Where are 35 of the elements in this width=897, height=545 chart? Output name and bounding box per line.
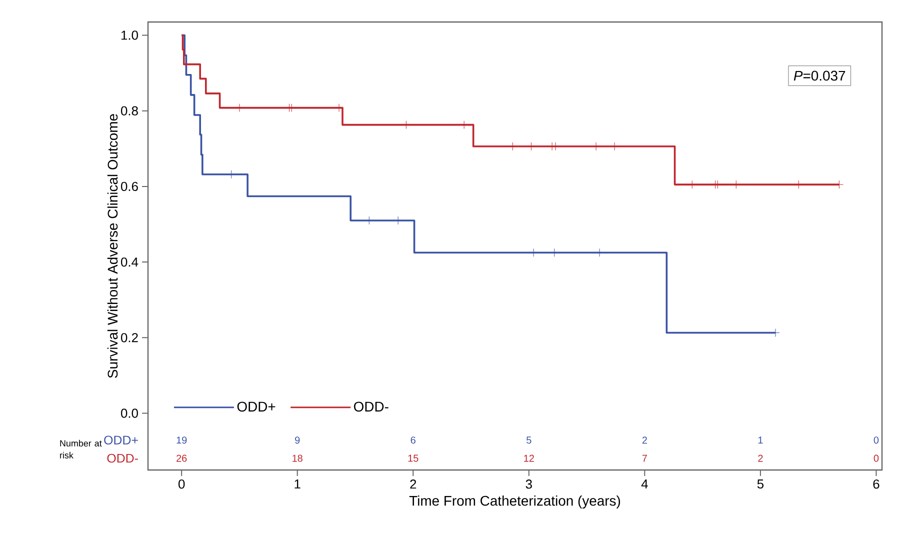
y-tick-label: 0.2 — [120, 333, 138, 342]
y-tick-label: 0.4 — [120, 257, 138, 267]
x-tick-label: 3 — [526, 480, 532, 489]
x-tick-label: 6 — [873, 480, 880, 489]
legend-label: ODD+ — [237, 402, 276, 412]
annotation: 2 — [642, 436, 647, 444]
x-axis-title: Time From Catheterization (years) — [409, 496, 620, 509]
x-tick-label: 2 — [410, 480, 416, 489]
annotation: 6 — [410, 436, 416, 444]
annotation: 12 — [524, 454, 534, 462]
annotation: 2 — [758, 454, 763, 462]
annotation: P=0.037 — [794, 70, 846, 81]
x-tick-label: 4 — [641, 480, 648, 488]
x-tick-label: 0 — [178, 480, 185, 489]
x-tick-label: 5 — [757, 480, 764, 489]
y-axis-title: Survival Without Adverse Clinical Outcome — [107, 114, 118, 378]
y-tick-label: 0.8 — [120, 106, 138, 116]
annotation: 0 — [874, 436, 879, 444]
x-tick-label: 1 — [294, 480, 300, 488]
text: ODD- — [107, 454, 138, 463]
y-tick-label: 0.6 — [120, 182, 138, 192]
annotation: 7 — [642, 454, 647, 462]
y-tick-label: 1.0 — [121, 30, 138, 40]
annotation: 26 — [176, 454, 187, 462]
annotation: 15 — [408, 454, 418, 462]
annotation: 1 — [758, 436, 763, 444]
annotation: 19 — [176, 436, 187, 444]
annotation: 0 — [874, 454, 879, 462]
y-tick-label: 0.0 — [120, 408, 138, 418]
text: ODD+ — [104, 436, 138, 445]
text: Number at risk — [60, 440, 102, 458]
annotation: 5 — [526, 436, 532, 444]
annotation: 9 — [295, 436, 300, 444]
annotation: 18 — [292, 454, 302, 462]
legend-label: ODD- — [354, 402, 388, 412]
